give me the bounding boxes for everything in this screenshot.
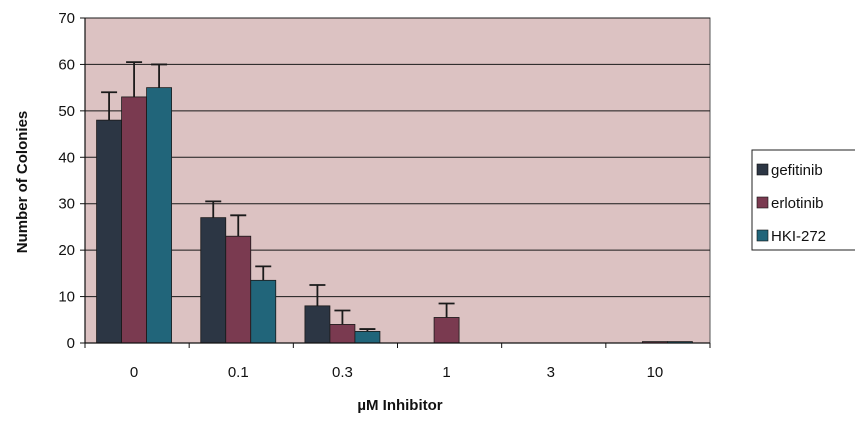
- y-axis-ticks: 0 10 20 30 40 50 60 70: [58, 10, 85, 352]
- x-tick-label: 1: [442, 364, 450, 381]
- plot-area: [84, 17, 711, 344]
- legend: gefitinib erlotinib HKI-272: [751, 149, 855, 251]
- legend-swatch: [756, 163, 769, 176]
- y-tick-label: 70: [58, 10, 75, 27]
- x-tick-label: 0.3: [332, 364, 353, 381]
- bar-HKI-272: [354, 330, 381, 344]
- y-axis-title: Number of Colonies: [14, 111, 31, 254]
- legend-label: gefitinib: [771, 162, 823, 179]
- bar-gefitinib: [96, 119, 122, 344]
- gridlines: [85, 17, 710, 298]
- y-tick-label: 20: [58, 242, 75, 259]
- x-axis-title: µM Inhibitor: [357, 397, 442, 414]
- y-tick-label: 60: [58, 56, 75, 73]
- y-tick-label: 10: [58, 289, 75, 306]
- bar-gefitinib: [200, 217, 227, 344]
- y-tick-label: 50: [58, 103, 75, 120]
- bars-group: [96, 87, 693, 344]
- bar-gefitinib: [304, 305, 331, 344]
- bar-erlotinib: [225, 235, 252, 344]
- x-tick-label: 0: [130, 364, 138, 381]
- legend-box: [751, 149, 855, 251]
- error-bars-group: [101, 61, 455, 332]
- legend-swatch: [756, 229, 769, 242]
- y-tick-label: 30: [58, 196, 75, 213]
- x-tick-label: 10: [647, 364, 664, 381]
- x-axis-ticks: 0 0.1 0.3 1 3 10: [84, 343, 711, 381]
- y-tick-label: 0: [67, 335, 75, 352]
- bar-erlotinib: [433, 317, 460, 344]
- bar-erlotinib: [329, 324, 356, 344]
- legend-label: erlotinib: [771, 195, 824, 212]
- bar-HKI-272: [146, 87, 172, 344]
- bar-HKI-272: [250, 279, 277, 344]
- y-tick-label: 40: [58, 149, 75, 166]
- bar-erlotinib: [121, 96, 147, 344]
- legend-label: HKI-272: [771, 228, 826, 245]
- x-tick-label: 3: [547, 364, 555, 381]
- legend-swatch: [756, 196, 769, 209]
- x-tick-label: 0.1: [228, 364, 249, 381]
